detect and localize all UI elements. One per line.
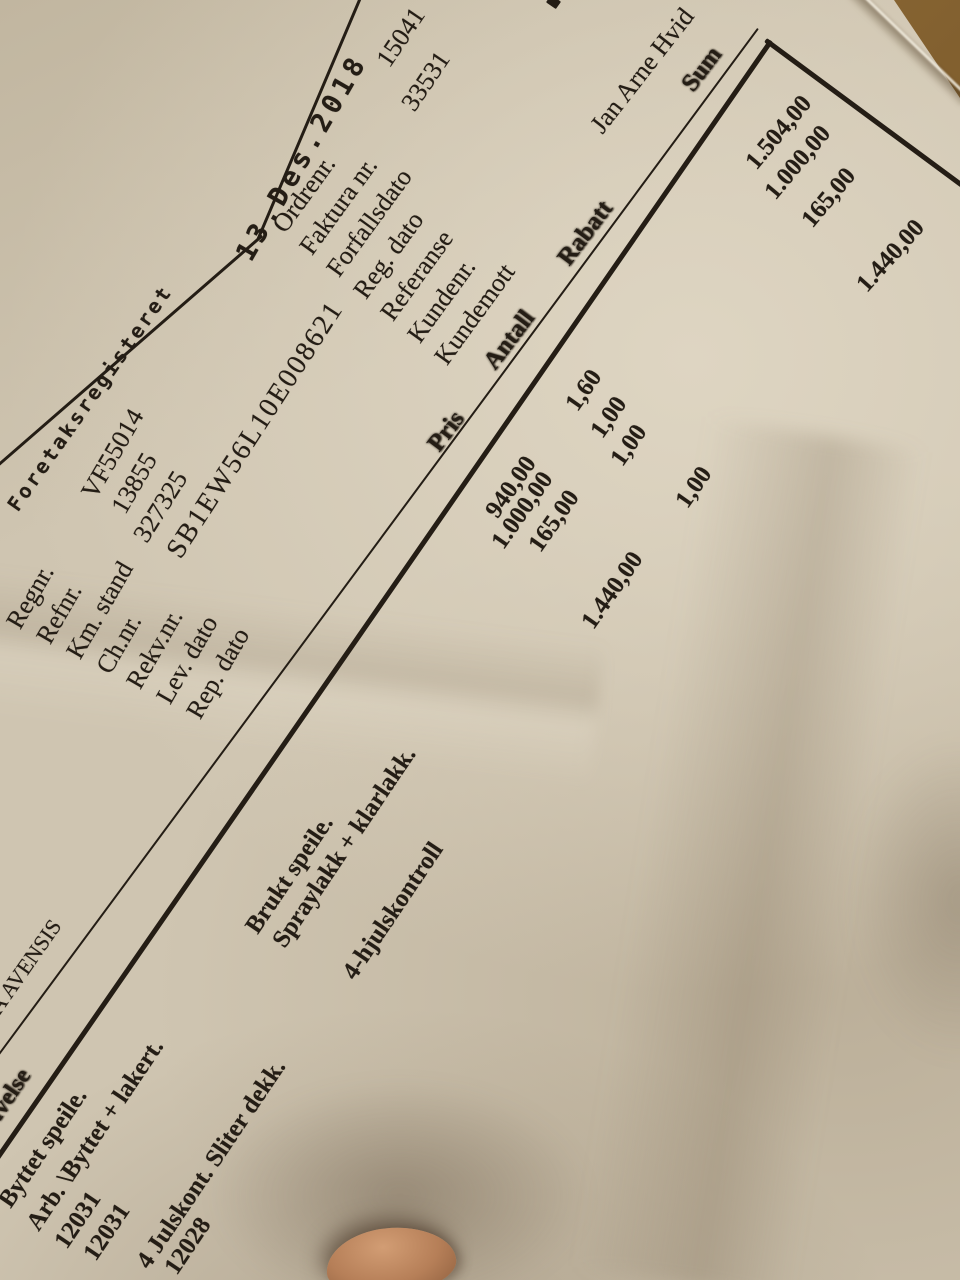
- value-fakturanr: 33531: [395, 45, 456, 117]
- item-sum: 165,00: [796, 162, 862, 233]
- item-desc2: 4-hjulskontroll: [337, 837, 449, 985]
- item-antall: 1,00: [670, 461, 718, 513]
- item-pris: 1.440,00: [576, 546, 649, 634]
- vehicle-model: A AVENSIS: [0, 914, 67, 1019]
- col-header-sum: Sum: [676, 41, 728, 97]
- item-desc: 4 Julskont. Sliter dekk.: [131, 1054, 292, 1274]
- col-header-pris: Pris: [422, 406, 470, 457]
- clipped-glyph-fragment: [546, 0, 561, 10]
- value-chnr: SB1EW56L10E008621: [160, 295, 350, 564]
- item-sum: 1.440,00: [851, 214, 930, 298]
